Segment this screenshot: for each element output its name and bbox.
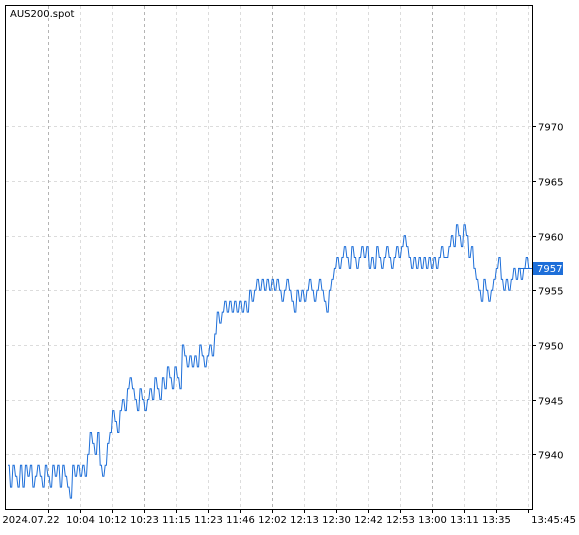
time-axis[interactable]: 2024.07.22 10:04 10:12 10:23 11:15 11:23 11:46… — [2, 509, 576, 526]
y-tick-label: 7960 — [538, 233, 563, 244]
price-axis[interactable]: 7940 7945 7950 7955 7960 7965 7970 — [532, 123, 563, 462]
x-tick-label: 11:15 — [162, 515, 191, 526]
x-tick-label: 2024.07.22 — [2, 515, 59, 526]
y-tick-label: 7940 — [538, 451, 563, 462]
x-tick-label: 10:04 — [66, 515, 95, 526]
y-tick-label: 7950 — [538, 342, 563, 353]
last-price-tag-box — [533, 262, 563, 275]
y-tick-label: 7945 — [538, 397, 563, 408]
x-tick-label: 12:30 — [322, 515, 351, 526]
series-line[interactable] — [8, 224, 530, 499]
y-tick-label: 7965 — [538, 178, 563, 189]
y-tick-label: 7970 — [538, 123, 563, 134]
last-price-tag: 7957 — [533, 262, 563, 275]
x-tick-label: 10:23 — [130, 515, 159, 526]
x-tick-label: 11:23 — [194, 515, 223, 526]
x-tick-label: 12:02 — [258, 515, 287, 526]
x-tick-label: 12:53 — [386, 515, 415, 526]
grid-lines — [6, 6, 532, 509]
x-tick-label: 11:46 — [226, 515, 255, 526]
x-tick-label: 12:42 — [354, 515, 383, 526]
x-tick-label: 13:00 — [418, 515, 447, 526]
symbol-label: AUS200.spot — [10, 9, 74, 20]
x-tick-label: 10:12 — [98, 515, 127, 526]
y-tick-label: 7955 — [538, 287, 563, 298]
x-tick-label: 12:13 — [290, 515, 319, 526]
last-price-tag-label: 7957 — [537, 264, 562, 275]
price-series[interactable] — [8, 224, 532, 499]
plot-frame — [5, 5, 533, 510]
x-tick-label: 13:11 — [450, 515, 479, 526]
x-tick-label: 13:45:45 — [531, 515, 576, 526]
x-tick-label: 13:35 — [482, 515, 511, 526]
